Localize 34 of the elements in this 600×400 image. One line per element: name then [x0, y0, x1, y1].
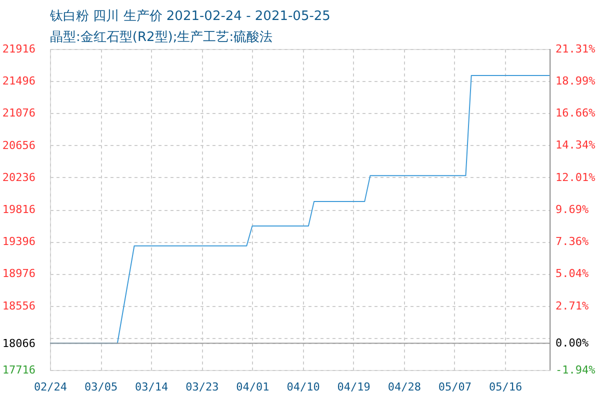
x-tick-label: 05/07 [438, 380, 472, 394]
y-tick-label: 21916 [2, 42, 36, 56]
y-tick-label: 21496 [2, 74, 36, 88]
x-tick-label: 03/14 [135, 380, 169, 394]
chart-title: 钛白粉 四川 生产价 2021-02-24 - 2021-05-25 [49, 9, 330, 24]
x-tick-label: 02/24 [34, 380, 68, 394]
y2-tick-label: -1.94% [556, 364, 596, 376]
y-tick-label: 19396 [2, 235, 36, 248]
y2-tick-label: 16.66% [556, 106, 596, 120]
y-tick-label: 18066 [2, 336, 36, 350]
y2-tick-label: 18.99% [556, 74, 596, 88]
chart-subtitle: 晶型:金红石型(R2型);生产工艺:硫酸法 [50, 30, 273, 45]
y-tick-label: 20236 [2, 170, 36, 184]
y-tick-label: 21076 [2, 106, 36, 120]
y2-tick-label: 7.36% [556, 235, 589, 248]
y-tick-label: 19816 [2, 203, 36, 216]
x-tick-label: 05/16 [488, 380, 522, 394]
y-tick-label: 18556 [2, 299, 36, 312]
x-tick-label: 04/28 [388, 380, 421, 394]
x-tick-label: 04/01 [236, 380, 270, 394]
y-tick-label: 18976 [2, 267, 36, 280]
y2-tick-label: 9.69% [556, 202, 589, 216]
x-tick-label: 03/05 [84, 380, 118, 394]
y2-tick-label: 2.71% [556, 299, 589, 312]
y2-tick-label: 5.04% [556, 267, 589, 280]
y-tick-label: 17716 [2, 364, 36, 376]
y2-tick-label: 0.00% [556, 336, 589, 350]
y-tick-label: 20656 [2, 138, 36, 152]
y2-tick-label: 21.31% [556, 42, 596, 56]
x-tick-label: 04/10 [286, 380, 320, 394]
x-tick-label: 03/23 [186, 380, 219, 394]
x-tick-label: 04/19 [337, 380, 370, 394]
y2-tick-label: 12.01% [556, 170, 596, 184]
y2-tick-label: 14.34% [556, 138, 596, 152]
